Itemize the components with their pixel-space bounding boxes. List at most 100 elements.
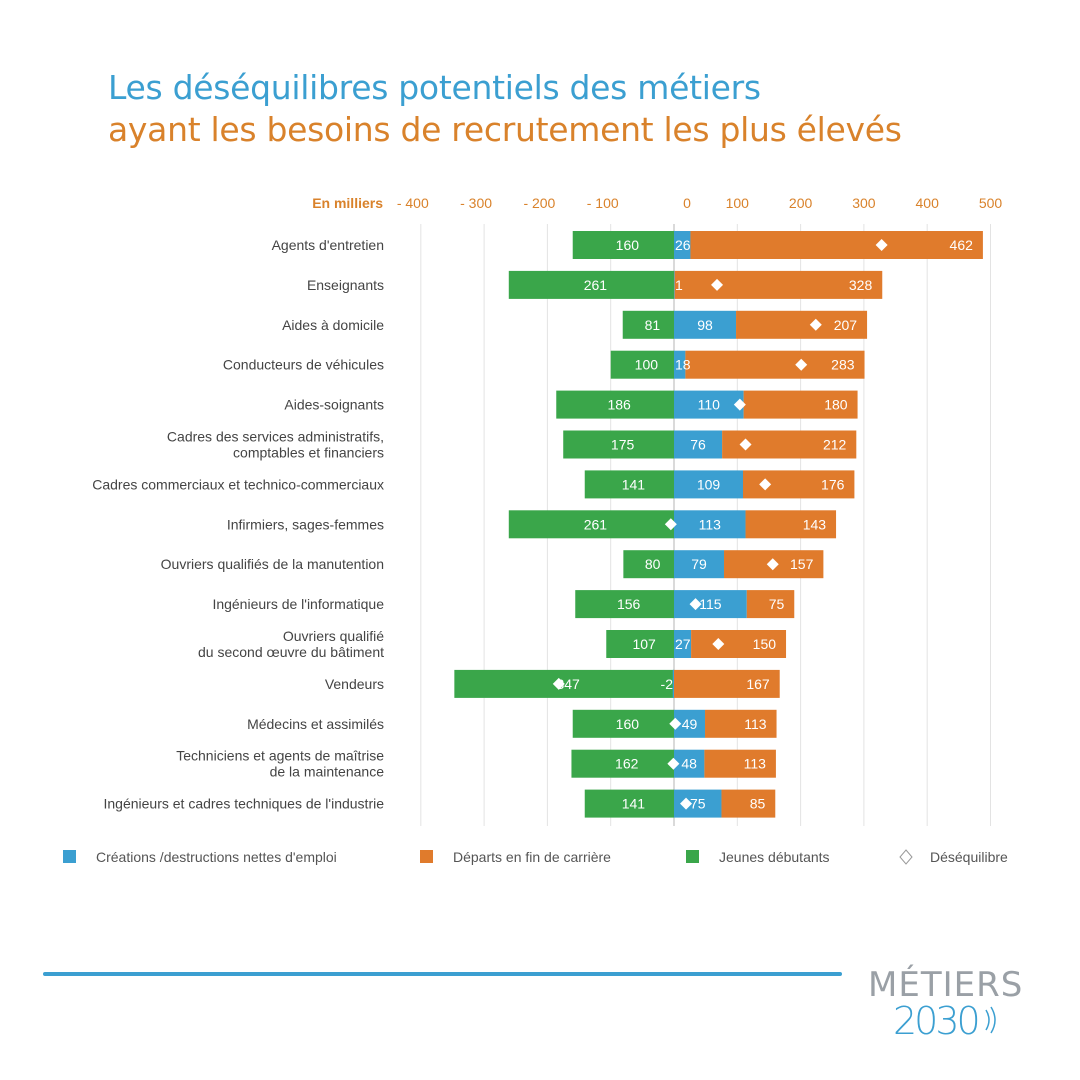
value-label-departs: 167	[746, 676, 770, 692]
value-label-creations: 109	[697, 476, 721, 492]
bar-departs-fin-carriere	[674, 270, 883, 299]
value-label-jeunes: 107	[632, 636, 656, 652]
value-label-creations: 48	[681, 756, 697, 772]
desequilibre-diamond-marker	[680, 797, 693, 810]
chart-title-line2: ayant les besoins de recrutement les plu…	[108, 110, 902, 149]
value-label-departs: 180	[824, 397, 848, 413]
bar-departs-fin-carriere	[685, 350, 865, 379]
bar-jeunes-debutants	[575, 590, 674, 619]
category-label: Enseignants	[307, 277, 384, 293]
value-label-jeunes: 81	[645, 317, 661, 333]
value-label-creations: 49	[682, 716, 698, 732]
x-tick-label: 0	[683, 195, 691, 211]
x-tick-label: - 200	[523, 195, 555, 211]
bar-creations-nettes	[674, 470, 743, 499]
x-tick-label: 400	[916, 195, 940, 211]
desequilibre-diamond-marker	[689, 598, 702, 611]
category-label: Cadres des services administratifs, compt…	[167, 429, 384, 461]
value-label-jeunes: 162	[615, 756, 639, 772]
value-label-creations: 1	[675, 277, 683, 293]
category-label: Aides-soignants	[284, 397, 384, 413]
value-label-jeunes: 80	[645, 556, 661, 572]
legend-diamond-icon	[899, 849, 913, 865]
value-label-jeunes: 160	[616, 237, 640, 253]
value-label-departs: 113	[744, 716, 767, 732]
value-label-departs: 328	[849, 277, 873, 293]
desequilibre-diamond-marker	[669, 717, 682, 730]
value-label-departs: 176	[821, 476, 845, 492]
bar-jeunes-debutants	[623, 550, 674, 579]
value-label-creations: 98	[697, 317, 713, 333]
legend-label: Créations /destructions nettes d'emploi	[96, 849, 337, 865]
bar-departs-fin-carriere	[705, 709, 777, 738]
value-label-creations: 76	[690, 437, 706, 453]
x-tick-label: - 400	[397, 195, 429, 211]
desequilibre-diamond-marker	[809, 318, 822, 331]
category-label: Agents d'entretien	[272, 237, 384, 253]
desequilibre-diamond-marker	[795, 358, 808, 371]
value-label-departs: 75	[769, 596, 785, 612]
bar-jeunes-debutants	[610, 350, 674, 379]
value-label-creations: 18	[675, 357, 691, 373]
bar-jeunes-debutants	[606, 630, 674, 658]
legend-swatch	[63, 850, 76, 863]
desequilibre-diamond-marker	[711, 278, 724, 291]
bar-departs-fin-carriere	[745, 510, 837, 539]
bar-creations-nettes	[674, 390, 744, 419]
bar-jeunes-debutants	[584, 470, 674, 499]
bar-creations-nettes	[674, 550, 725, 579]
value-label-creations: 75	[690, 796, 706, 812]
bar-departs-fin-carriere	[721, 789, 776, 818]
bar-creations-nettes	[674, 231, 691, 259]
category-label: Vendeurs	[325, 676, 384, 692]
x-tick-label: 100	[726, 195, 750, 211]
bar-departs-fin-carriere	[691, 630, 787, 658]
unit-label: En milliers	[312, 195, 383, 211]
category-label: Techniciens et agents de maîtrise de la m…	[176, 748, 384, 780]
x-tick-label: 200	[789, 195, 813, 211]
value-label-creations: 110	[698, 397, 721, 413]
value-label-jeunes: 160	[616, 716, 640, 732]
bar-jeunes-debutants	[563, 430, 674, 459]
bar-creations-nettes	[674, 310, 737, 339]
bar-departs-fin-carriere	[736, 310, 868, 339]
value-label-departs: 212	[823, 437, 847, 453]
value-label-departs: 85	[750, 796, 766, 812]
value-label-departs: 207	[834, 317, 858, 333]
bar-jeunes-debutants	[508, 510, 674, 539]
desequilibre-diamond-marker	[739, 438, 752, 451]
value-label-jeunes: 141	[622, 476, 646, 492]
desequilibre-diamond-marker	[667, 757, 680, 770]
value-label-jeunes: 175	[611, 437, 635, 453]
bar-departs-fin-carriere	[743, 390, 858, 419]
legend-label: Jeunes débutants	[719, 849, 830, 865]
value-label-jeunes: 186	[607, 397, 631, 413]
bar-creations-nettes	[674, 510, 746, 539]
bar-creations-nettes	[674, 630, 692, 658]
bar-jeunes-debutants	[572, 231, 674, 259]
x-tick-label: 500	[979, 195, 1003, 211]
x-tick-label: 300	[852, 195, 876, 211]
category-label: Médecins et assimilés	[247, 716, 384, 732]
bar-creations-nettes	[674, 350, 686, 379]
bar-creations-nettes	[674, 590, 747, 619]
desequilibre-diamond-marker	[759, 478, 772, 491]
value-label-departs: 283	[831, 357, 855, 373]
desequilibre-diamond-marker	[664, 518, 677, 531]
desequilibre-diamond-marker	[766, 558, 779, 571]
x-tick-label: - 300	[460, 195, 492, 211]
value-label-creations: 113	[699, 516, 722, 532]
category-label: Cadres commerciaux et technico-commercia…	[92, 476, 384, 492]
value-label-departs: 143	[803, 516, 827, 532]
legend-swatch	[420, 850, 433, 863]
desequilibre-diamond-marker	[733, 398, 746, 411]
category-label: Ouvriers qualifiés de la manutention	[161, 556, 384, 572]
bar-departs-fin-carriere	[704, 749, 776, 778]
desequilibre-diamond-marker	[552, 677, 565, 690]
bar-departs-fin-carriere	[746, 590, 795, 619]
category-label: Aides à domicile	[282, 317, 384, 333]
value-label-creations: -2	[661, 676, 674, 692]
value-label-jeunes: 347	[556, 676, 580, 692]
desequilibre-diamond-marker	[875, 239, 888, 251]
